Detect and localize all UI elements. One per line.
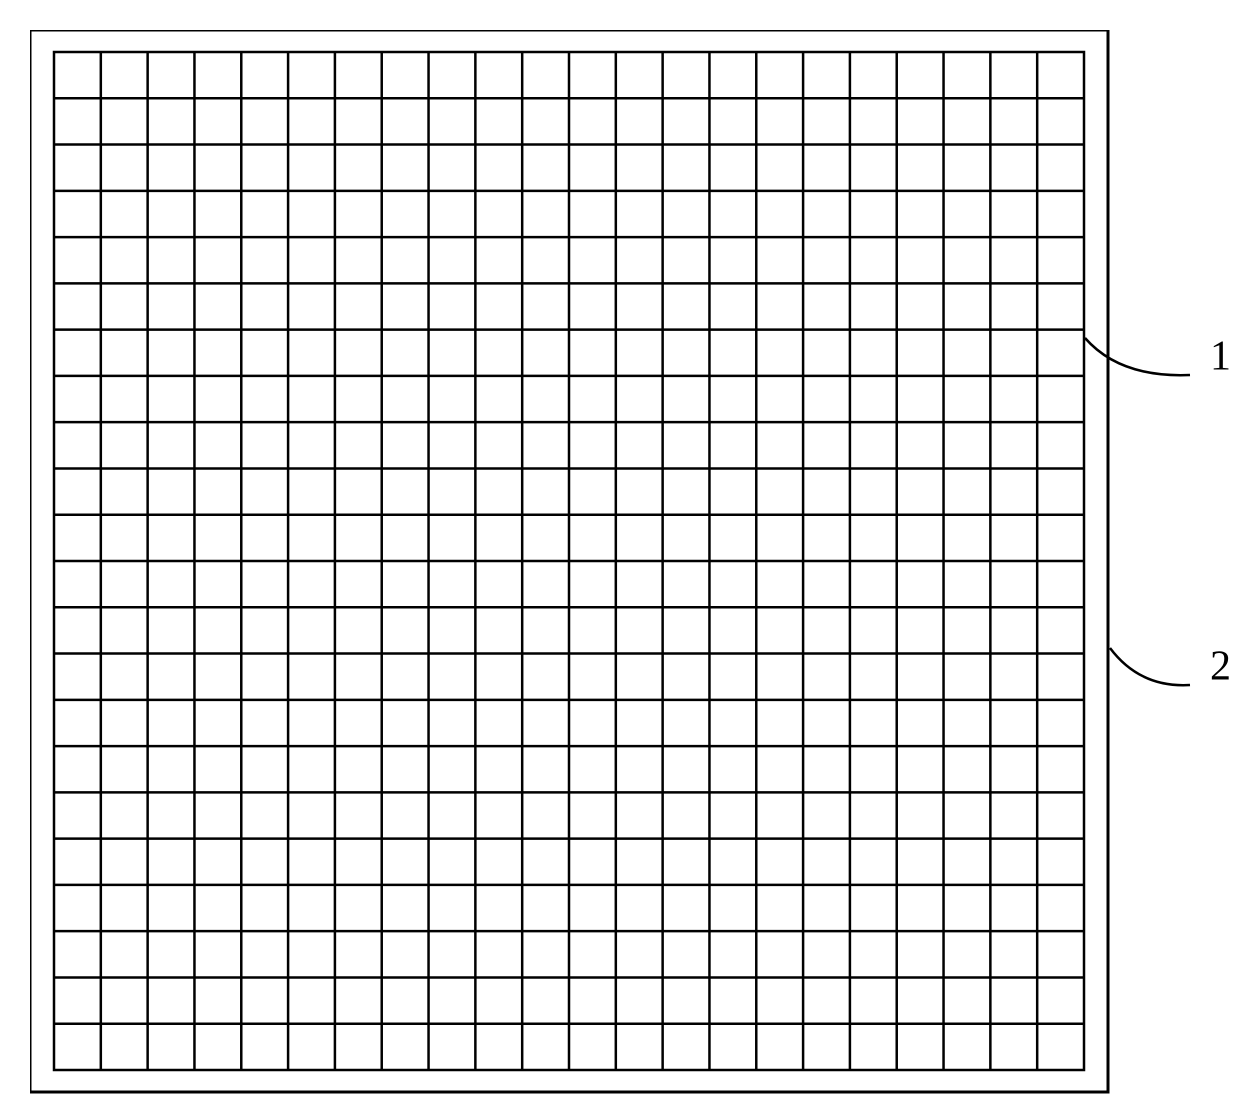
callout-label: 2 bbox=[1210, 644, 1231, 690]
diagram-svg: 12 bbox=[30, 30, 1240, 1109]
labels: 12 bbox=[1210, 334, 1231, 690]
leader-line bbox=[1110, 648, 1190, 685]
diagram-container: 12 bbox=[30, 30, 1240, 1109]
inner-grid bbox=[54, 52, 1084, 1070]
callout-label: 1 bbox=[1210, 334, 1231, 380]
